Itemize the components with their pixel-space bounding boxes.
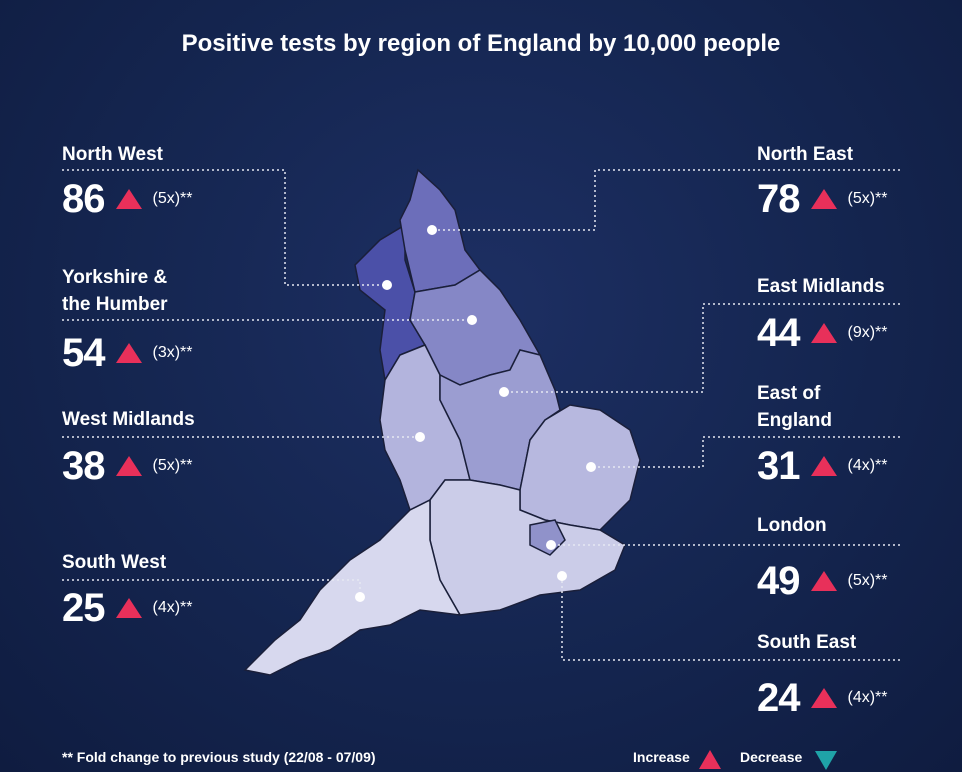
triangle (810, 688, 837, 708)
region-value: 24 (757, 675, 800, 720)
increase-icon (810, 571, 837, 591)
leader-line (62, 169, 387, 286)
increase-icon (810, 323, 837, 343)
increase-icon (115, 343, 142, 363)
region-dot (355, 592, 365, 602)
region-fold: (4x)** (847, 457, 888, 474)
triangle (810, 571, 837, 591)
triangle (115, 343, 142, 363)
region-fold: (4x)** (847, 689, 888, 706)
region-shape (243, 498, 462, 676)
region-fold: (9x)** (847, 324, 888, 341)
region-row: 25 (4x)** (62, 585, 193, 631)
region-row: 44 (9x)** (757, 310, 888, 356)
legend-increase-icon (699, 750, 721, 769)
region-value: 44 (757, 310, 800, 355)
triangle (115, 598, 142, 618)
region-value: 31 (757, 443, 800, 488)
region-row: 49 (5x)** (757, 558, 888, 604)
region-shape (399, 168, 482, 293)
triangle (115, 189, 142, 209)
increase-icon (810, 688, 837, 708)
region-name: London (757, 515, 827, 536)
region-name: South East (757, 632, 857, 653)
region-value: 86 (62, 176, 105, 221)
triangle (810, 456, 837, 476)
region-value: 38 (62, 443, 105, 488)
region-row: 78 (5x)** (757, 176, 888, 222)
region-value: 78 (757, 176, 800, 221)
footnote: ** Fold change to previous study (22/08 … (62, 749, 376, 765)
region-fold: (5x)** (152, 457, 193, 474)
region-name: West Midlands (62, 409, 195, 430)
increase-icon (115, 189, 142, 209)
region-name: East of England (757, 383, 832, 431)
region-row: 54 (3x)** (62, 330, 193, 376)
region-name: South West (62, 552, 167, 573)
region-row: 86 (5x)** (62, 176, 193, 222)
increase-icon (810, 456, 837, 476)
region-dot (586, 462, 596, 472)
region-name: Yorkshire & the Humber (62, 267, 168, 315)
region-fold: (5x)** (847, 572, 888, 589)
increase-icon (115, 456, 142, 476)
region-dot (557, 571, 567, 581)
triangle (810, 189, 837, 209)
region-dot (499, 387, 509, 397)
region-name: North East (757, 144, 854, 165)
legend-decrease: Decrease (740, 749, 803, 765)
increase-icon (115, 598, 142, 618)
triangle (115, 456, 142, 476)
region-dot (546, 540, 556, 550)
region-shape (529, 519, 566, 556)
region-name: North West (62, 144, 163, 165)
region-fold: (5x)** (152, 190, 193, 207)
region-dot (467, 315, 477, 325)
region-row: 38 (5x)** (62, 443, 193, 489)
leader-line (432, 169, 900, 231)
region-dot (382, 280, 392, 290)
region-value: 54 (62, 330, 105, 375)
region-dot (427, 225, 437, 235)
region-fold: (4x)** (152, 599, 193, 616)
region-fold: (3x)** (152, 344, 193, 361)
region-value: 25 (62, 585, 105, 630)
leader-line (504, 303, 900, 393)
region-dot (415, 432, 425, 442)
region-fold: (5x)** (847, 190, 888, 207)
region-name: East Midlands (757, 276, 885, 297)
region-value: 49 (757, 558, 800, 603)
triangle (810, 323, 837, 343)
leader-line (591, 436, 900, 468)
legend-increase: Increase (633, 749, 690, 765)
increase-icon (810, 189, 837, 209)
title: Positive tests by region of England by 1… (181, 30, 781, 57)
region-row: 24 (4x)** (757, 675, 888, 721)
region-row: 31 (4x)** (757, 443, 888, 489)
legend-decrease-icon (815, 751, 837, 770)
